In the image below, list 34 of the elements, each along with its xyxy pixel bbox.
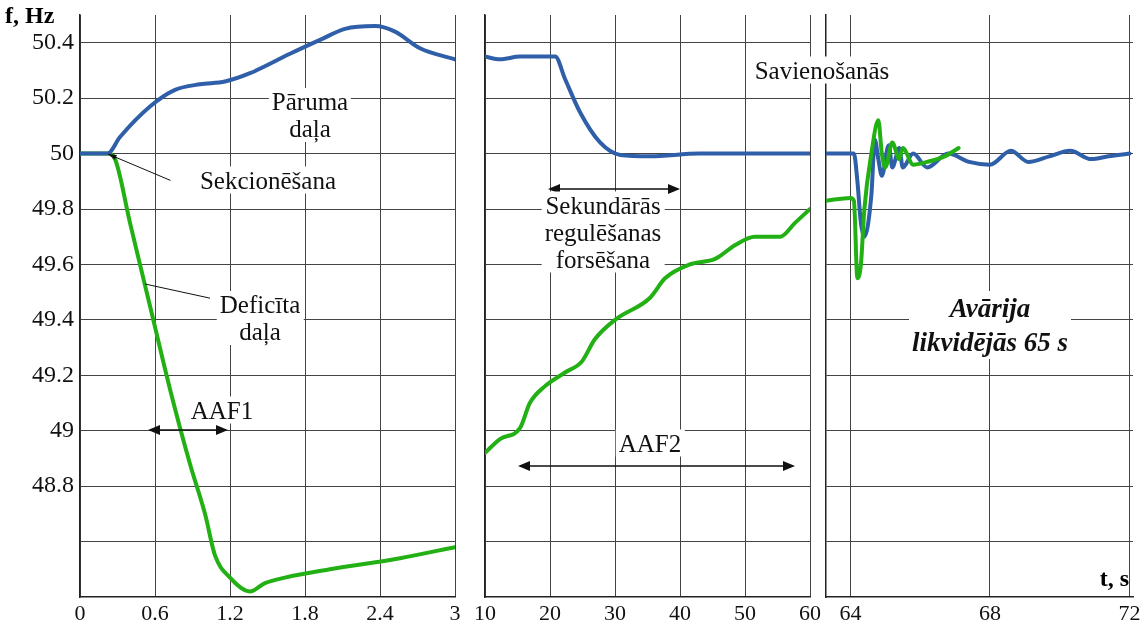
annotation: Savienošanās [751,56,893,84]
x-tick-label: 1.8 [291,599,319,625]
y-tick-label: 49.4 [32,305,74,332]
y-tick-label: 49.8 [32,194,74,221]
annotation: AAF2 [615,429,685,457]
x-tick-label: 30 [604,599,626,625]
y-tick-label: 49 [50,416,74,443]
x-tick-label: 3 [449,599,461,625]
x-tick-label: 1.2 [216,599,244,625]
x-tick-label: 68 [978,599,1001,625]
x-tick-label: 20 [539,599,561,625]
annotation: AAF1 [187,396,257,424]
x-tick-label: 72 [1118,599,1141,625]
x-tick-label: 40 [669,599,691,625]
annotation: Pāruma daļa [268,88,352,142]
x-tick-label: 60 [799,599,821,625]
x-tick-label: 0.6 [141,599,169,625]
y-tick-label: 50 [50,138,74,165]
y-tick-label: 50.4 [32,28,74,55]
y-tick-label: 50.2 [32,83,74,110]
x-tick-label: 0 [74,599,86,625]
x-axis-title: t, s [1099,565,1129,592]
x-tick-label: 50 [734,599,756,625]
x-tick-label: 64 [839,599,862,625]
x-tick-label: 2.4 [366,599,394,625]
x-tick-label: 10 [474,599,496,625]
annotation: Avārija likvidējās 65 s [909,291,1071,359]
annotation: Sekundārās regulēšanas forsēšana [541,191,665,273]
annotation: Deficīta daļa [216,291,304,345]
y-tick-label: 49.2 [32,360,74,387]
annotation: Sekcionēšana [196,166,340,194]
y-tick-label: 48.8 [32,471,74,498]
y-tick-label: 49.6 [32,249,74,276]
y-axis-title: f, Hz [5,2,55,29]
